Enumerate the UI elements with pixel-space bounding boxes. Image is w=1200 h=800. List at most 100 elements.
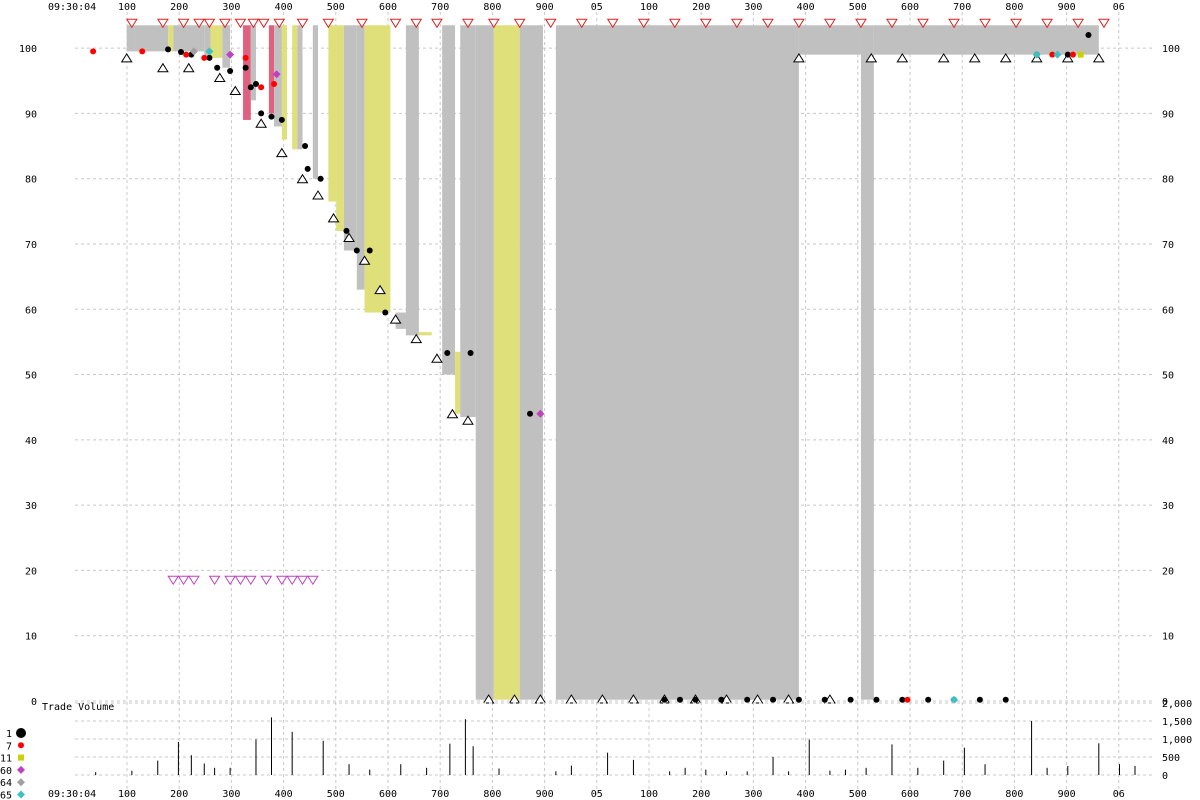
magenta-quote-marker [188,575,200,586]
trade-series [90,32,1092,704]
trade-point-series-1 [661,696,668,703]
x-tick-label-bottom: 06 [1113,789,1125,800]
ask-marker [234,18,247,29]
time-label-bottom: 09:30:04 [48,789,96,800]
trade-point-series-1 [976,696,983,703]
trade-point-series-64 [189,47,198,56]
volume-tick-label: 1,500 [1162,717,1192,728]
ask-marker [699,18,712,29]
trade-point-series-1 [366,247,373,254]
y-tick-label-left: 100 [19,44,37,55]
magenta-quote-marker [234,575,247,586]
ask-marker [761,18,774,29]
trade-point-series-1 [382,309,389,316]
x-tick-label-bottom: 300 [744,789,762,800]
bid-marker [296,173,309,184]
trade-point-series-7 [271,81,278,88]
ask-marker [431,18,443,29]
bid-marker [782,694,795,704]
trade-point-series-7 [183,51,190,58]
trade-point-series-1 [317,175,324,182]
spread-band-gray [134,25,169,52]
ask-marker [487,18,500,29]
bid-marker [229,85,242,96]
bid-marker [327,212,340,223]
trade-point-series-1 [1002,696,1009,703]
trade-point-series-60 [536,409,545,418]
bid-marker [1092,52,1105,63]
y-tick-label-left: 40 [25,436,37,447]
trade-point-series-1 [278,116,285,123]
x-tick-label-top: 200 [692,2,710,13]
ask-marker [575,18,588,29]
magenta-quote-marker [260,575,273,586]
x-tick-label-bottom: 500 [327,789,345,800]
ask-marker [979,18,991,29]
y-tick-label-right: 70 [1162,240,1174,251]
spread-band-gray [204,25,211,58]
trade-point-series-1 [227,67,234,74]
ask-marker [1041,18,1053,29]
spread-band-gray [126,25,135,52]
y-tick-label-right: 100 [1162,44,1180,55]
x-tick-label-bottom: 05 [591,789,603,800]
x-tick-label-top: 05 [591,2,603,13]
ask-marker [177,18,190,29]
volume-tick-label: 500 [1162,753,1180,764]
trade-point-series-1 [899,696,906,703]
x-tick-label-top: 600 [379,2,397,13]
spread-band-yellow [328,25,337,202]
ask-marker [273,18,286,29]
legend-marker-65 [17,790,25,799]
trade-point-series-7 [242,54,249,61]
trade-point-series-1 [214,64,221,71]
magenta-quote-marker [275,575,288,586]
trade-point-series-7 [201,54,208,61]
volume-tick-label: 2,000 [1162,699,1192,710]
bid-marker [793,52,805,63]
spread-band-gray [405,25,419,336]
y-tick-label-right: 80 [1162,175,1174,186]
x-tick-label-top: 500 [849,2,867,13]
x-tick-label-top: 300 [222,2,240,13]
trade-point-series-1 [718,696,725,703]
magenta-quote-marker [244,575,257,586]
legend-marker-60 [17,765,25,774]
ask-marker [356,18,368,29]
ask-marker [1098,18,1110,29]
x-tick-label-bottom: 400 [797,789,815,800]
trade-point-series-7 [139,48,146,55]
x-tick-label-bottom: 800 [483,789,501,800]
spread-band-gray [173,25,205,52]
trade-volume-chart: 0 500 1,000 1,500 2,000 [75,699,1192,782]
ask-marker [322,18,335,29]
trade-point-series-65 [1032,50,1041,59]
x-tick-label-bottom: 500 [849,789,867,800]
spread-band-yellow [455,351,461,414]
trade-point-series-1 [444,350,451,357]
trade-point-series-1 [467,350,474,357]
x-tick-label-bottom: 900 [536,789,554,800]
bid-marker [482,694,495,704]
y-tick-label-right: 60 [1162,305,1174,316]
y-tick-label-left: 50 [25,371,37,382]
bid-marker [968,52,981,63]
spread-band-yellow [210,25,223,58]
trade-point-series-60 [272,70,281,79]
trade-point-series-1 [252,81,259,88]
y-tick-label-right: 0 [1162,697,1168,708]
spread-band-red [243,25,251,120]
x-tick-label-bottom: 700 [431,789,449,800]
x-tick-label-top: 200 [170,2,188,13]
ask-marker [462,18,474,29]
spread-band-gray [873,25,1099,55]
y-tick-label-right: 20 [1162,566,1174,577]
trade-point-series-1 [527,410,534,417]
x-tick-label-top: 100 [640,2,658,13]
spread-band-gray [250,25,256,101]
x-tick-label-top: 900 [536,2,554,13]
spread-band-gray [460,25,476,417]
legend-label-65: 65 [0,791,12,800]
spread-band-yellow [493,25,520,700]
bid-marker [596,694,609,704]
